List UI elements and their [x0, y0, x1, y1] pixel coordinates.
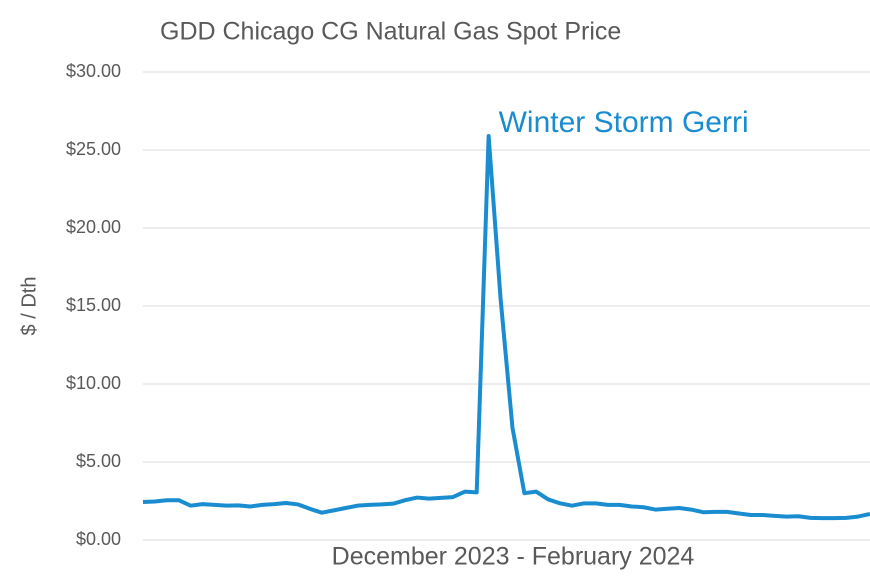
annotation: Winter Storm Gerri [499, 106, 749, 139]
y-tick-label: $30.00 [66, 61, 121, 81]
y-tick-label: $0.00 [76, 529, 121, 549]
y-tick-label: $20.00 [66, 217, 121, 237]
y-tick-label: $5.00 [76, 451, 121, 471]
chart-title: GDD Chicago CG Natural Gas Spot Price [160, 18, 621, 46]
y-tick-label: $25.00 [66, 139, 121, 159]
y-tick-label: $10.00 [66, 373, 121, 393]
x-axis-label: December 2023 - February 2024 [332, 543, 695, 571]
y-axis-label: $ / Dth [18, 277, 40, 336]
line [142, 133, 870, 521]
y-tick-label: $15.00 [66, 295, 121, 315]
